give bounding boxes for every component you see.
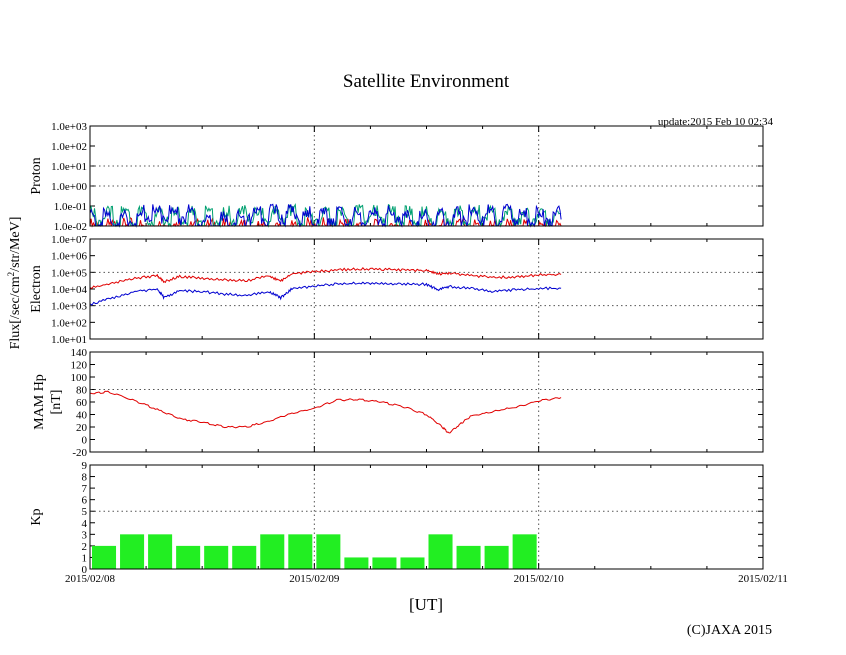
kp-ytick-label: 7 <box>82 483 88 495</box>
electron-ytick-label: 1.0e+02 <box>51 317 87 329</box>
kp-bar <box>232 545 257 569</box>
copyright: (C)JAXA 2015 <box>687 623 772 638</box>
electron-ytick-label: 1.0e+03 <box>51 301 87 313</box>
electron-red-line <box>89 267 562 289</box>
kp-ytick-label: 4 <box>82 518 88 530</box>
magnetic-field-ytick-label: 80 <box>76 385 88 397</box>
kp-ylabel: Kp <box>29 508 44 525</box>
kp-bar <box>512 534 537 569</box>
magnetic-field-ytick-label: 140 <box>71 347 88 359</box>
kp-bar <box>484 545 509 569</box>
electron-panel-frame <box>89 238 764 340</box>
update-timestamp: update:2015 Feb 10 02:34 <box>658 116 774 128</box>
flux-label-part2: /str/MeV] <box>8 217 23 272</box>
kp-bar <box>372 557 397 569</box>
kp-ytick-label: 9 <box>82 460 88 472</box>
magnetic-field-panel-frame <box>89 351 764 453</box>
kp-ytick-label: 0 <box>82 564 88 576</box>
proton-ytick-label: 1.0e-01 <box>54 201 87 213</box>
proton-blue-line <box>89 203 562 228</box>
electron-ytick-label: 1.0e+04 <box>51 284 87 296</box>
flux-label-part1: Flux[/sec/cm <box>8 276 23 349</box>
kp-ytick-label: 3 <box>82 529 88 541</box>
magnetic-field-ytick-label: 60 <box>76 397 88 409</box>
proton-panel-frame <box>89 125 764 227</box>
proton-ytick-label: 1.0e+01 <box>51 161 87 173</box>
magnetic-field-ylabel: MAM Hp <box>32 374 47 430</box>
magnetic-field-ytick-label: -20 <box>72 447 87 459</box>
electron-ytick-label: 1.0e+06 <box>51 251 87 263</box>
flux-axis-label: Flux[/sec/cm2/str/MeV] <box>6 217 23 350</box>
x-tick-label: 2015/02/11 <box>738 573 788 585</box>
kp-ytick-label: 5 <box>82 506 88 518</box>
proton-ytick-label: 1.0e+03 <box>51 121 87 133</box>
magnetic-field-ytick-label: 0 <box>82 435 88 447</box>
kp-ytick-label: 8 <box>82 472 88 484</box>
magnetic-field-ytick-label: 120 <box>71 360 88 372</box>
kp-ytick-label: 2 <box>82 541 88 553</box>
kp-bar <box>260 534 285 569</box>
kp-bar <box>344 557 369 569</box>
magnetic-field-ytick-label: 20 <box>76 422 88 434</box>
hp-red-line <box>89 390 562 434</box>
kp-bar <box>92 545 117 569</box>
kp-bar <box>120 534 145 569</box>
electron-ylabel: Electron <box>29 265 44 312</box>
electron-ytick-label: 1.0e+07 <box>51 234 87 246</box>
x-tick-label: 2015/02/08 <box>65 573 116 585</box>
kp-bar <box>456 545 481 569</box>
electron-ytick-label: 1.0e+05 <box>51 267 87 279</box>
flux-label-sup: 2 <box>6 272 16 277</box>
proton-ytick-label: 1.0e+02 <box>51 141 87 153</box>
kp-bar <box>148 534 173 569</box>
proton-ytick-label: 1.0e-02 <box>54 221 87 233</box>
magnetic-field-ylabel-unit: [nT] <box>49 390 64 415</box>
kp-bar <box>288 534 313 569</box>
x-tick-label: 2015/02/10 <box>514 573 565 585</box>
kp-bar <box>316 534 341 569</box>
magnetic-field-ytick-label: 100 <box>71 372 88 384</box>
kp-panel-frame <box>89 464 764 570</box>
proton-ylabel: Proton <box>29 157 44 194</box>
electron-ytick-label: 1.0e+01 <box>51 334 87 346</box>
x-tick-label: 2015/02/09 <box>289 573 340 585</box>
kp-ytick-label: 6 <box>82 495 88 507</box>
kp-bar <box>176 545 201 569</box>
electron-blue-line <box>89 281 562 306</box>
proton-red-line <box>89 216 562 228</box>
kp-bar <box>428 534 453 569</box>
kp-bar <box>204 545 229 569</box>
chart-title: Satellite Environment <box>343 71 510 92</box>
proton-ytick-label: 1.0e+00 <box>51 181 87 193</box>
kp-bar <box>400 557 425 569</box>
kp-ytick-label: 1 <box>82 552 88 564</box>
x-axis-label: [UT] <box>409 595 443 614</box>
magnetic-field-ytick-label: 40 <box>76 410 88 422</box>
